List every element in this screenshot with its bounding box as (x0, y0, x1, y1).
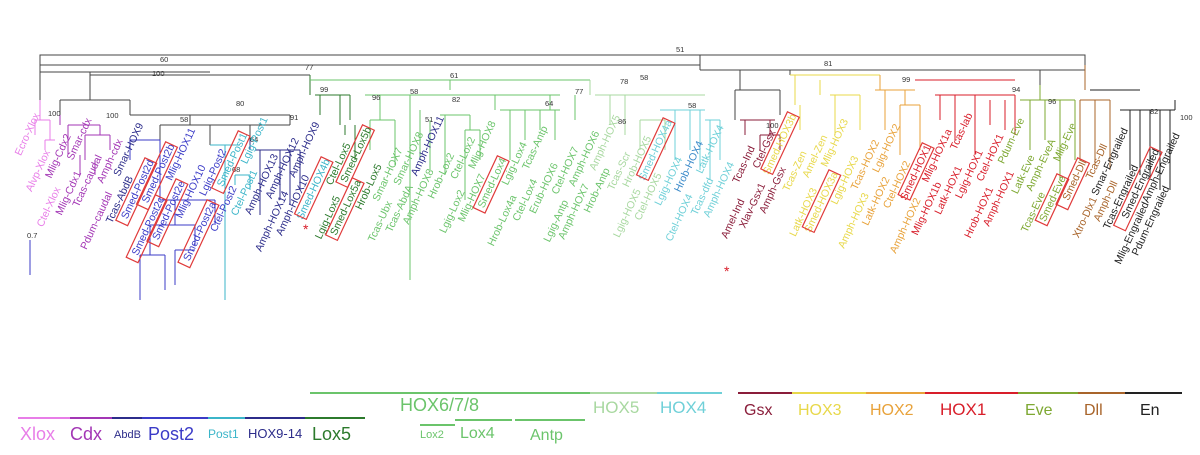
group-label: Post2 (148, 424, 194, 444)
group-legend: Xlox Cdx AbdB Post2 Post1 HOX9-14 Lox5 HOX6/7/8… (18, 392, 1182, 444)
group-label: En (1140, 402, 1160, 419)
bootstrap-value: 94 (1012, 85, 1020, 94)
tip-labels: Ecro-XloxAlvp-XloxCtel-XloxMlig-Cdx2Mlig… (13, 110, 1183, 269)
group-label: HOX2 (870, 402, 914, 419)
group-label: AbdB (114, 429, 141, 441)
highlight-box (210, 129, 251, 195)
group-label: Lox4 (460, 425, 495, 442)
highlight-box (472, 154, 510, 214)
bootstrap-value: 61 (450, 71, 458, 80)
bootstrap-value: 86 (618, 117, 626, 126)
group-label: HOX4 (660, 398, 706, 417)
highlight-box (635, 116, 676, 182)
bootstrap-value: 99 (320, 85, 328, 94)
highlight-box (760, 110, 801, 176)
bootstrap-value: 58 (410, 87, 418, 96)
tip-label-text: Ctel-HOX4 (663, 192, 695, 243)
bootstrap-value: 82 (452, 95, 460, 104)
group-label: HOX6/7/8 (400, 395, 479, 415)
tip-label: Ctel-HOX4 (663, 192, 695, 243)
group-label: Post1 (208, 427, 239, 441)
group-label: Gsx (744, 402, 772, 419)
group-label: Xlox (20, 424, 55, 444)
bootstrap-value: 82 (1150, 107, 1158, 116)
bootstrap-value: 60 (160, 55, 168, 64)
highlight-box (146, 177, 189, 248)
bootstrap-value: 77 (575, 87, 583, 96)
bootstrap-value: 77 (305, 63, 313, 72)
bootstrap-value: 81 (824, 59, 832, 68)
bootstrap-value: 100 (48, 109, 61, 118)
bootstrap-value: 91 (290, 113, 298, 122)
asterisk-marker: * (724, 263, 730, 279)
group-label: Eve (1025, 402, 1053, 419)
group-label: Lox2 (420, 429, 444, 441)
highlight-box (324, 176, 365, 242)
highlight-box (177, 198, 220, 269)
bootstrap-value: 100 (1180, 113, 1193, 122)
bootstrap-values: 51 60 100 77 61 100 80 58 91 99 96 58 51 82 64 77 78 86 58… (48, 45, 1193, 174)
group-label: Lox5 (312, 424, 351, 444)
highlight-box (125, 193, 168, 264)
bootstrap-value: 78 (620, 77, 628, 86)
bootstrap-value: 96 (1048, 97, 1056, 106)
bootstrap-value: 99 (902, 75, 910, 84)
group-label: HOX1 (940, 400, 986, 419)
bootstrap-value: 64 (250, 135, 258, 144)
highlight-box (1112, 145, 1163, 232)
group-label: Cdx (70, 424, 102, 444)
highlight-box (1034, 172, 1070, 227)
bootstrap-value: 68 (232, 165, 240, 174)
bootstrap-value: 58 (180, 115, 188, 124)
bootstrap-value: 51 (676, 45, 684, 54)
scale-bar-label: 0.7 (27, 231, 37, 240)
highlight-box (293, 155, 334, 221)
bootstrap-value: 64 (545, 99, 553, 108)
group-label: Dll (1084, 402, 1103, 419)
group-label: HOX5 (593, 398, 639, 417)
bootstrap-value: 58 (640, 73, 648, 82)
tip-label-text: Ecro-Xlox (13, 111, 43, 158)
group-label: HOX9-14 (248, 426, 302, 441)
highlight-box (801, 168, 842, 234)
bootstrap-value: 58 (688, 101, 696, 110)
highlight-box (115, 156, 158, 227)
highlight-box (897, 141, 935, 201)
highlight-box (135, 140, 179, 211)
bootstrap-value: 51 (425, 115, 433, 124)
bootstrap-value: 100 (106, 111, 119, 120)
bootstrap-value: 80 (236, 99, 244, 108)
bootstrap-value: 100 (152, 69, 165, 78)
bootstrap-value: 96 (372, 93, 380, 102)
tip-label: Ecro-Xlox (13, 111, 43, 158)
tree-branches (29, 54, 1176, 300)
group-label: Antp (530, 427, 563, 444)
highlight-box (335, 123, 376, 189)
asterisk-marker: * (303, 221, 309, 237)
group-label: HOX3 (798, 402, 842, 419)
highlight-box (1055, 156, 1091, 211)
bootstrap-value: 100 (766, 121, 779, 130)
